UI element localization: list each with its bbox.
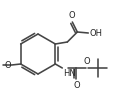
Text: O: O — [68, 11, 75, 20]
Text: O: O — [83, 58, 90, 67]
Text: O: O — [4, 60, 11, 69]
Text: HN: HN — [63, 69, 76, 78]
Text: OH: OH — [90, 29, 103, 38]
Text: O: O — [73, 80, 80, 89]
